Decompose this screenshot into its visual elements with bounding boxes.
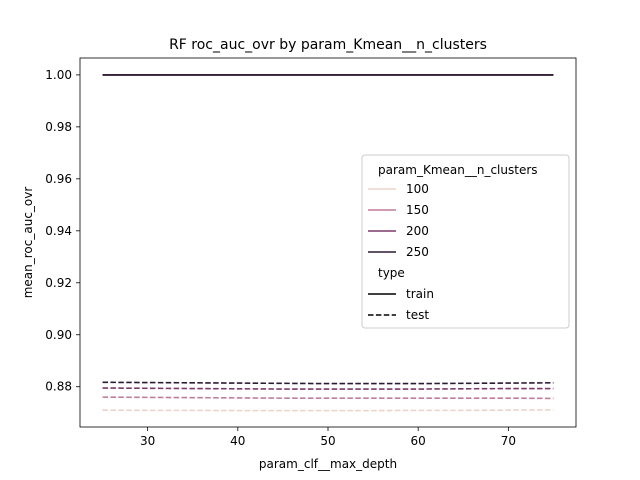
x-axis-label: param_clf__max_depth <box>259 457 397 471</box>
y-tick-label: 0.88 <box>45 380 72 394</box>
x-tick-label: 60 <box>411 434 426 448</box>
series-line-150-test <box>102 396 554 400</box>
x-tick-label: 40 <box>230 434 245 448</box>
y-tick-label: 0.90 <box>45 328 72 342</box>
legend-box <box>361 154 570 329</box>
plot-area <box>79 57 577 428</box>
y-tick-label: 0.92 <box>45 276 72 290</box>
legend-label-200: 200 <box>406 224 429 238</box>
series-layer <box>102 74 554 412</box>
y-tick-label: 0.94 <box>45 224 72 238</box>
y-axis-label: mean_roc_auc_ovr <box>21 187 35 299</box>
y-tick-label: 0.98 <box>45 120 72 134</box>
x-tick-label: 30 <box>140 434 155 448</box>
legend-label-train: train <box>406 287 434 301</box>
series-line-200-test <box>102 387 554 390</box>
x-tick-label: 50 <box>320 434 335 448</box>
x-tick-label: 70 <box>501 434 516 448</box>
series-line-250-test <box>102 381 554 385</box>
series-line-100-test <box>102 409 554 412</box>
legend-hue-title: param_Kmean__n_clusters <box>378 163 538 177</box>
legend-label-test: test <box>406 308 429 322</box>
y-tick-label: 1.00 <box>45 68 72 82</box>
legend: param_Kmean__n_clusters 100 150 200 250 … <box>361 154 570 329</box>
legend-label-150: 150 <box>406 203 429 217</box>
legend-label-250: 250 <box>406 245 429 259</box>
y-tick-label: 0.96 <box>45 172 72 186</box>
legend-label-100: 100 <box>406 182 429 196</box>
chart-title: RF roc_auc_ovr by param_Kmean__n_cluster… <box>169 37 487 53</box>
y-axis-ticks: 0.88 0.90 0.92 0.94 0.96 0.98 1.00 <box>45 68 80 394</box>
x-axis-ticks: 30 40 50 60 70 <box>140 427 516 448</box>
legend-style-title: type <box>378 266 405 280</box>
